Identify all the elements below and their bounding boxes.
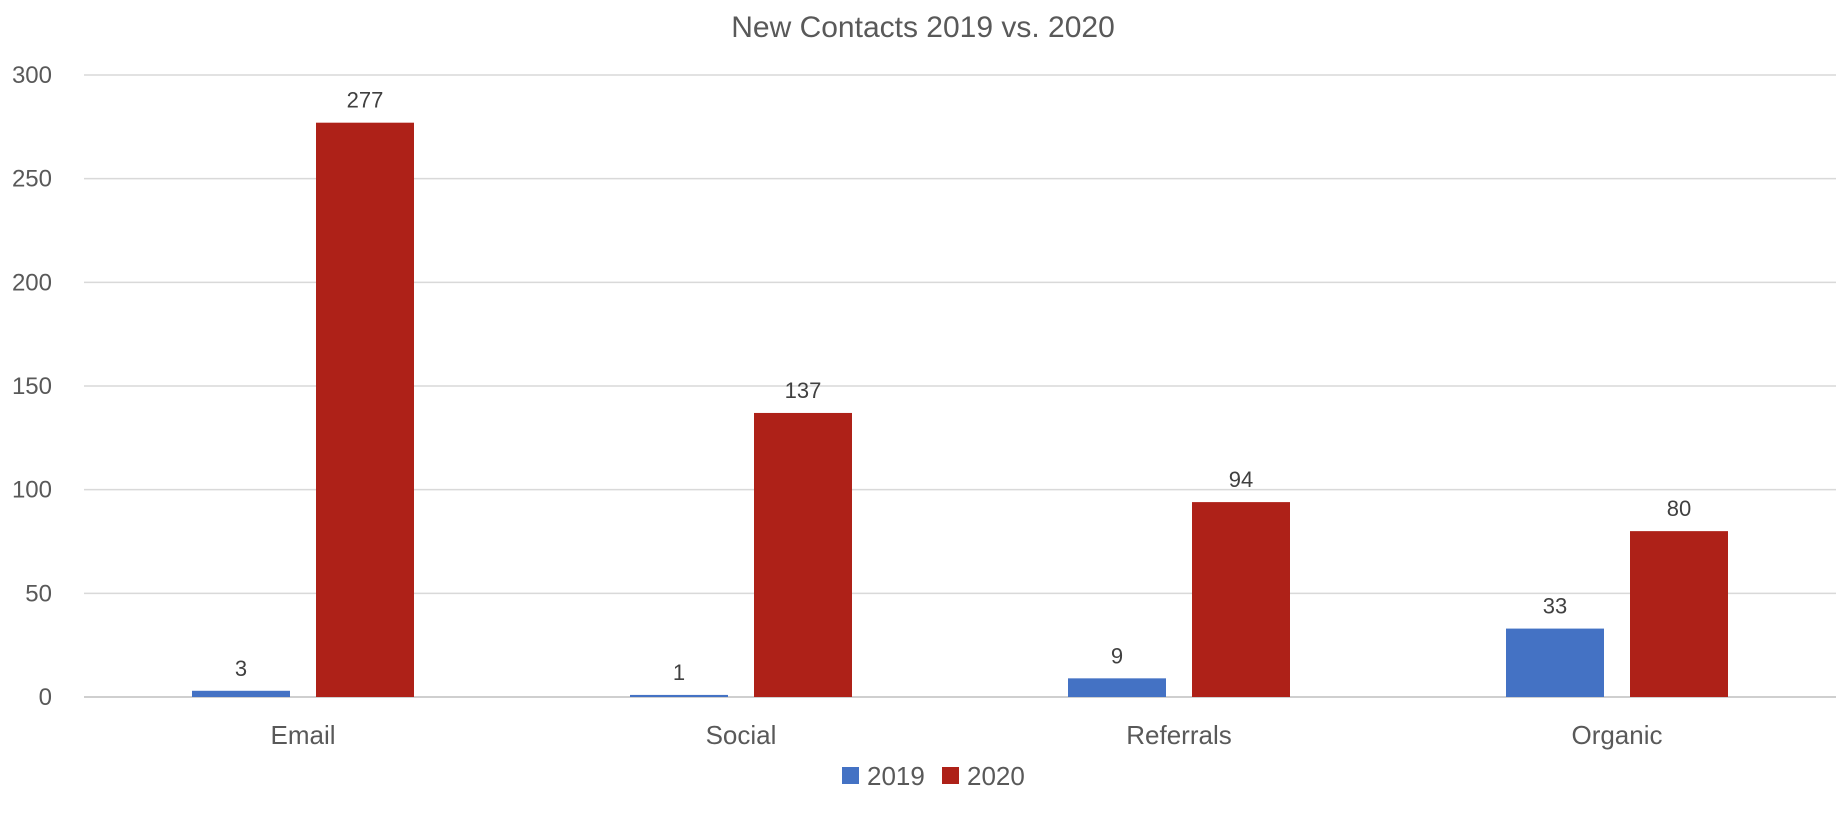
data-label-2019-organic: 33 [1543,594,1567,619]
x-axis-categories: Email Social Referrals Organic [270,720,1662,750]
data-label-2019-email: 3 [235,656,247,681]
bar-2020-referrals [1192,502,1290,697]
category-label-social: Social [706,720,777,750]
y-axis-ticks: 0 50 100 150 200 250 300 [12,62,52,711]
data-label-2020-referrals: 94 [1229,467,1253,492]
category-label-email: Email [270,720,335,750]
legend-label-2020: 2020 [967,761,1025,791]
y-tick-label: 150 [12,373,52,400]
chart-title: New Contacts 2019 vs. 2020 [731,11,1115,44]
data-labels: 3 277 1 137 9 94 33 80 [235,88,1691,685]
bar-2019-referrals [1068,678,1166,697]
data-label-2020-organic: 80 [1667,496,1691,521]
legend-label-2019: 2019 [867,761,925,791]
bar-2019-organic [1506,628,1604,697]
y-tick-label: 50 [25,580,52,607]
bar-2020-email [316,122,414,698]
data-label-2020-email: 277 [347,88,384,113]
y-tick-label: 300 [12,62,52,89]
legend-swatch-2019 [842,767,859,784]
bar-2020-organic [1630,531,1728,697]
category-label-referrals: Referrals [1126,720,1231,750]
legend-swatch-2020 [942,767,959,784]
bar-2020-social [754,412,852,697]
y-tick-label: 200 [12,269,52,296]
y-tick-label: 0 [39,684,52,711]
data-label-2019-social: 1 [673,660,685,685]
bar-2019-social [630,694,728,697]
category-label-organic: Organic [1571,720,1662,750]
y-tick-label: 100 [12,477,52,504]
legend: 2019 2020 [842,761,1025,791]
bars [192,122,1728,698]
data-label-2019-referrals: 9 [1111,643,1123,668]
bar-2019-email [192,690,290,697]
data-label-2020-social: 137 [785,378,822,403]
y-tick-label: 250 [12,166,52,193]
